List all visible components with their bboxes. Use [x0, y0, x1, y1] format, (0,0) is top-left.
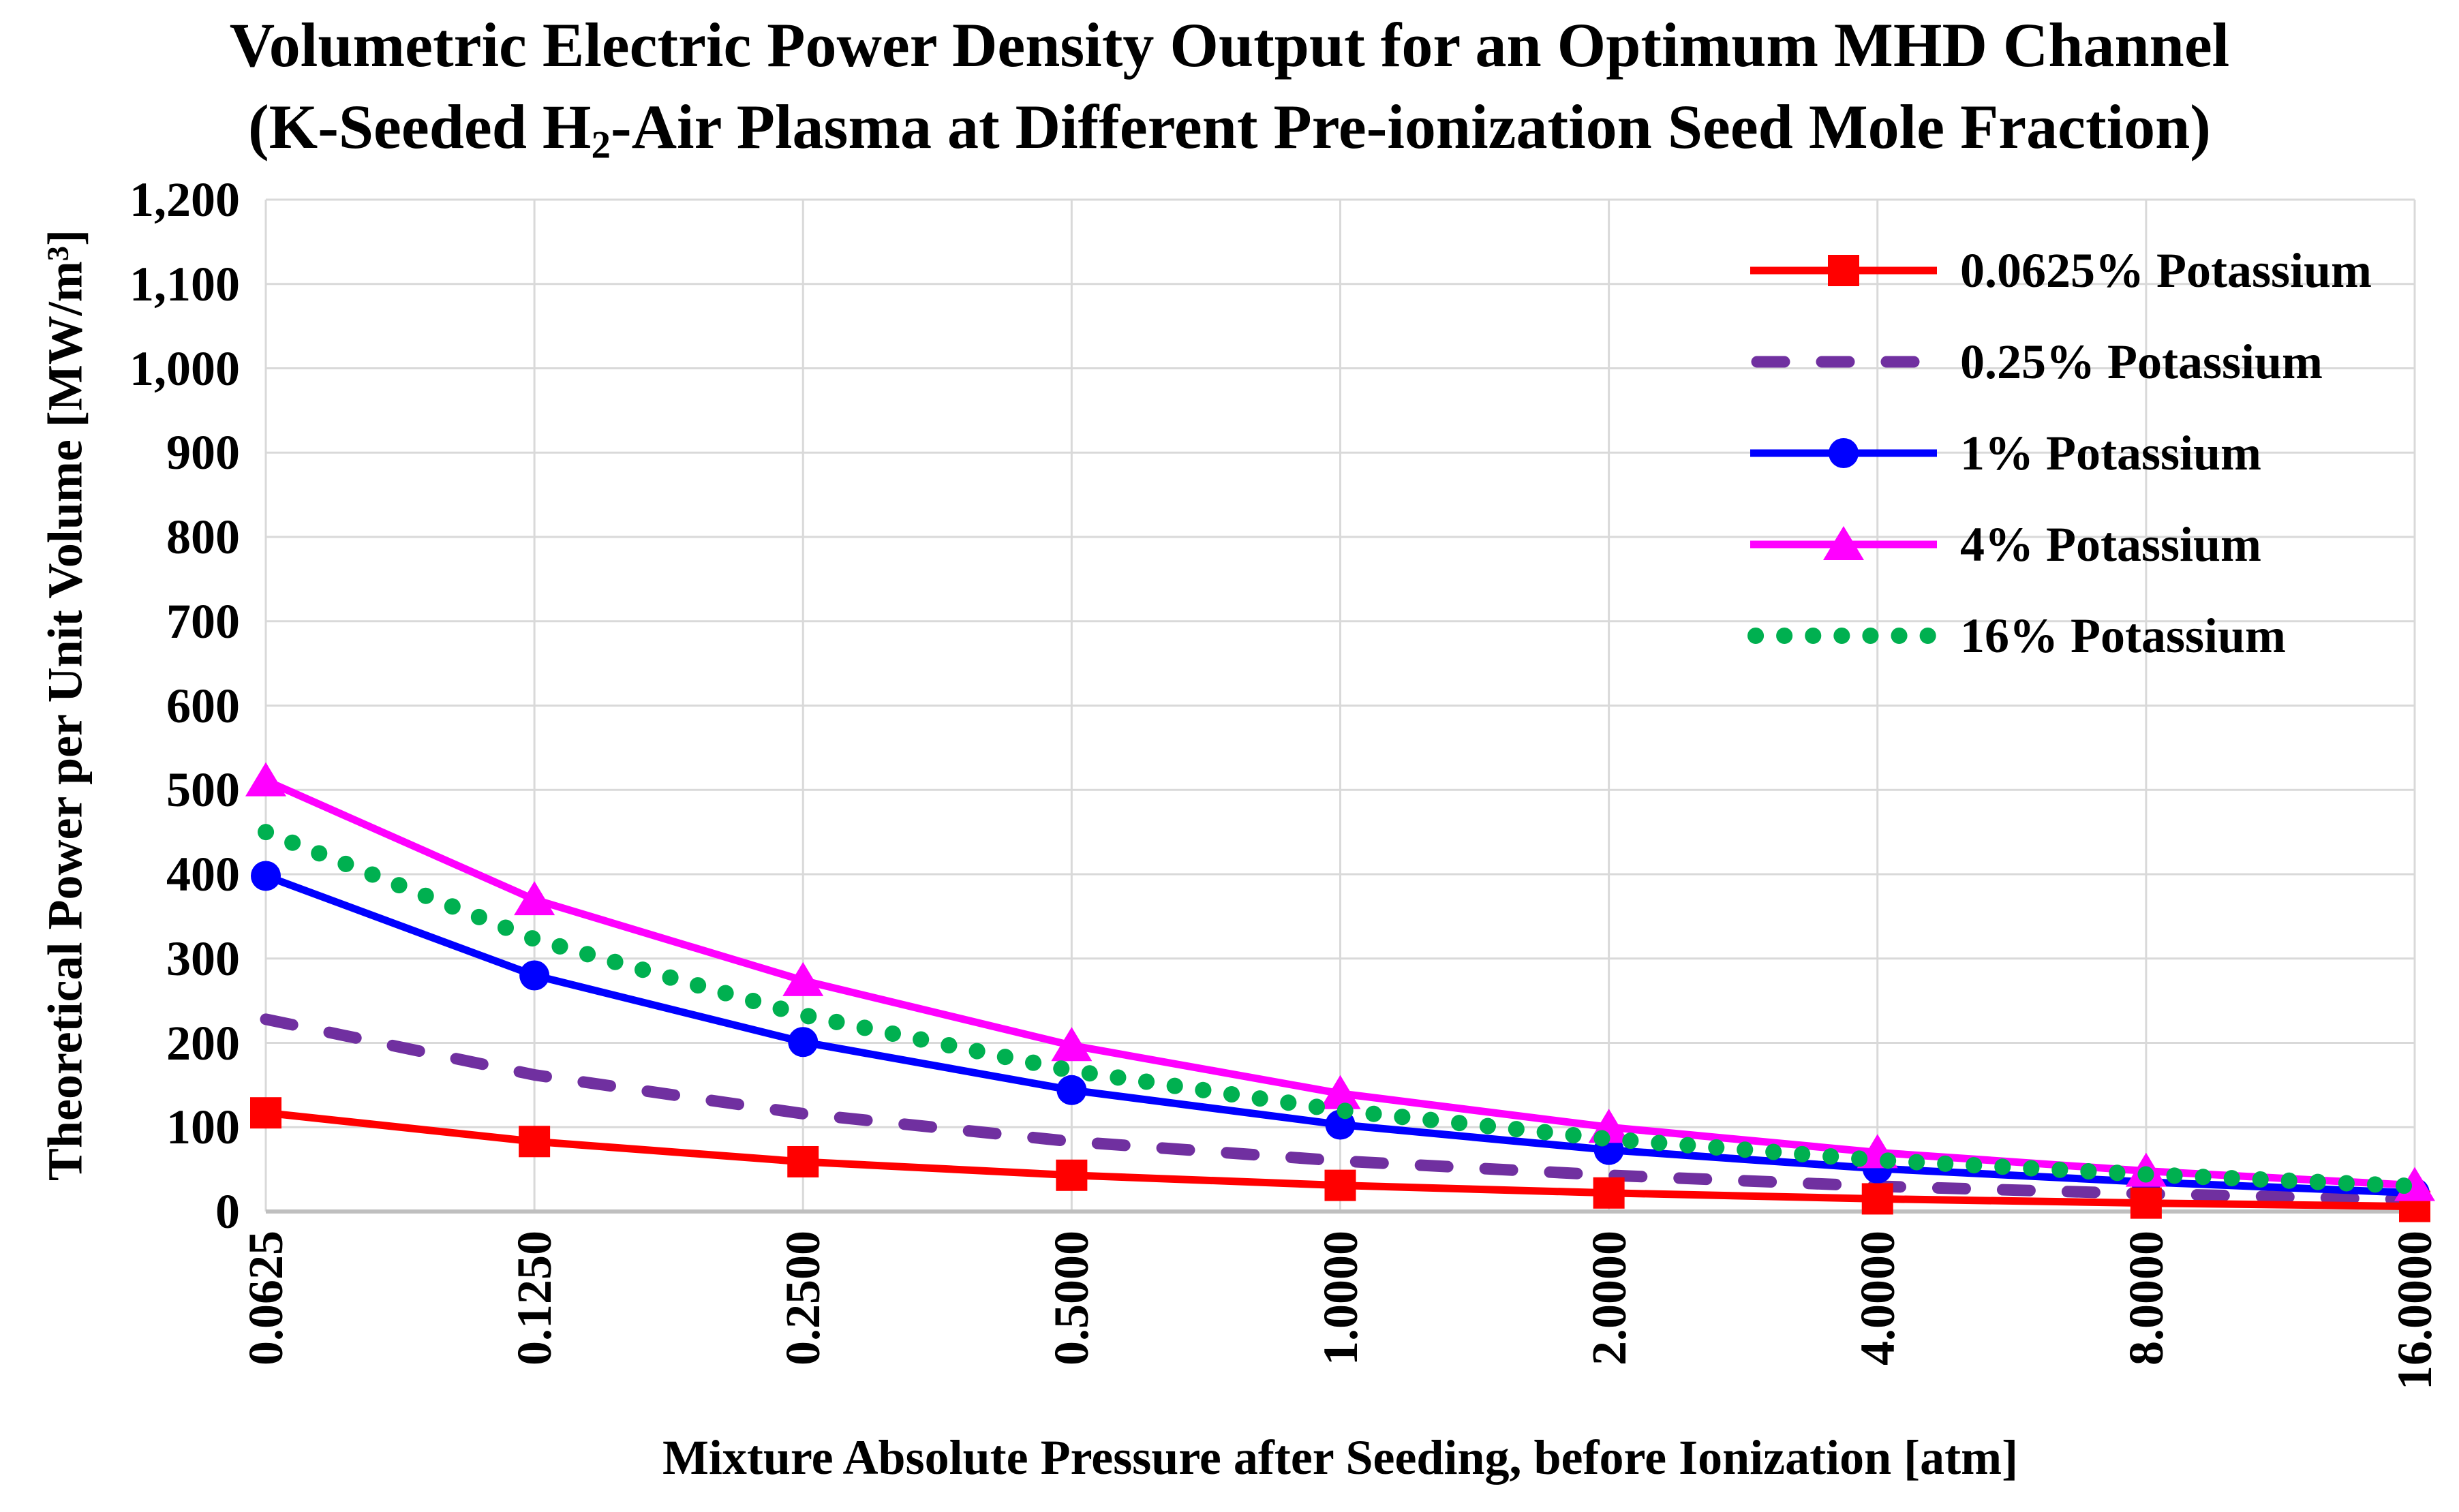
legend-marker-solid-circle: [1750, 438, 1937, 468]
legend-label: 1% Potassium: [1960, 425, 2262, 480]
y-tick-label: 1,200: [129, 172, 240, 227]
y-tick-label: 300: [166, 931, 240, 986]
x-tick-label: 4.0000: [1850, 1231, 1905, 1366]
legend-marker-dashed: [1751, 356, 1942, 368]
legend-marker-solid-triangle: [1750, 526, 1937, 560]
legend-marker-solid-square: [1750, 255, 1937, 286]
y-tick-label: 900: [166, 425, 240, 480]
square-marker: [1056, 1159, 1088, 1191]
circle-marker: [519, 960, 550, 991]
circle-marker: [251, 861, 281, 891]
series-0-0625-potassium: [250, 1097, 2430, 1222]
x-tick-label: 16.0000: [2387, 1231, 2442, 1390]
y-tick-label: 600: [166, 678, 240, 733]
y-tick-label: 500: [166, 762, 240, 818]
legend-item: 4% Potassium: [1745, 499, 2372, 590]
legend-item: 0.0625% Potassium: [1745, 225, 2372, 316]
chart-title: Volumetric Electric Power Density Output…: [0, 4, 2459, 186]
legend-item: 1% Potassium: [1745, 407, 2372, 499]
y-tick-label: 200: [166, 1015, 240, 1070]
y-tick-label: 800: [166, 510, 240, 564]
triangle-marker: [245, 762, 286, 797]
legend-label: 0.0625% Potassium: [1960, 243, 2372, 298]
y-tick-label: 400: [166, 847, 240, 901]
square-marker: [787, 1145, 819, 1177]
x-tick-label: 0.0625: [239, 1231, 293, 1366]
y-tick-label: 700: [166, 593, 240, 649]
x-tick-label: 0.2500: [776, 1231, 831, 1366]
y-tick-label: 100: [166, 1100, 240, 1155]
square-marker: [1828, 255, 1859, 286]
x-tick-label: 2.0000: [1581, 1231, 1636, 1366]
triangle-marker: [1051, 1027, 1093, 1062]
triangle-marker: [782, 961, 824, 996]
triangle-marker: [514, 881, 555, 916]
circle-marker: [1829, 438, 1859, 468]
square-marker: [519, 1126, 551, 1158]
legend-marker-dotted: [1747, 628, 1942, 644]
legend-item: 16% Potassium: [1745, 590, 2372, 681]
plot-area: [245, 198, 2435, 1222]
legend-label: 4% Potassium: [1960, 516, 2262, 572]
y-tick-label: 0: [215, 1184, 240, 1239]
y-tick-label: 1,000: [129, 341, 240, 396]
circle-marker: [788, 1027, 819, 1058]
x-axis-title: Mixture Absolute Pressure after Seeding,…: [662, 1430, 2019, 1485]
series-16-potassium: [258, 824, 2423, 1194]
square-marker: [2130, 1187, 2162, 1219]
chart-title-line-2: (K-Seeded H2-Air Plasma at Different Pre…: [248, 92, 2211, 167]
x-tick-label: 0.1250: [507, 1231, 562, 1366]
square-marker: [1324, 1169, 1356, 1201]
square-marker: [1593, 1177, 1625, 1209]
legend-label: 16% Potassium: [1960, 608, 2287, 663]
legend-item: 0.25% Potassium: [1745, 316, 2372, 407]
chart-title-line-1: Volumetric Electric Power Density Output…: [229, 10, 2230, 80]
x-tick-label: 8.0000: [2118, 1231, 2173, 1366]
legend-label: 0.25% Potassium: [1960, 334, 2323, 389]
square-marker: [250, 1097, 281, 1129]
x-tick-label: 1.0000: [1313, 1231, 1368, 1366]
triangle-marker: [1319, 1075, 1361, 1109]
circle-marker: [1056, 1075, 1087, 1105]
y-tick-label: 1,100: [129, 256, 240, 311]
series-line: [258, 824, 2423, 1194]
square-marker: [1861, 1183, 1893, 1215]
triangle-marker: [1823, 526, 1864, 560]
x-tick-label: 0.5000: [1044, 1231, 1099, 1366]
legend: 0.0625% Potassium 0.25% Potassium 1% Potas…: [1745, 225, 2372, 681]
